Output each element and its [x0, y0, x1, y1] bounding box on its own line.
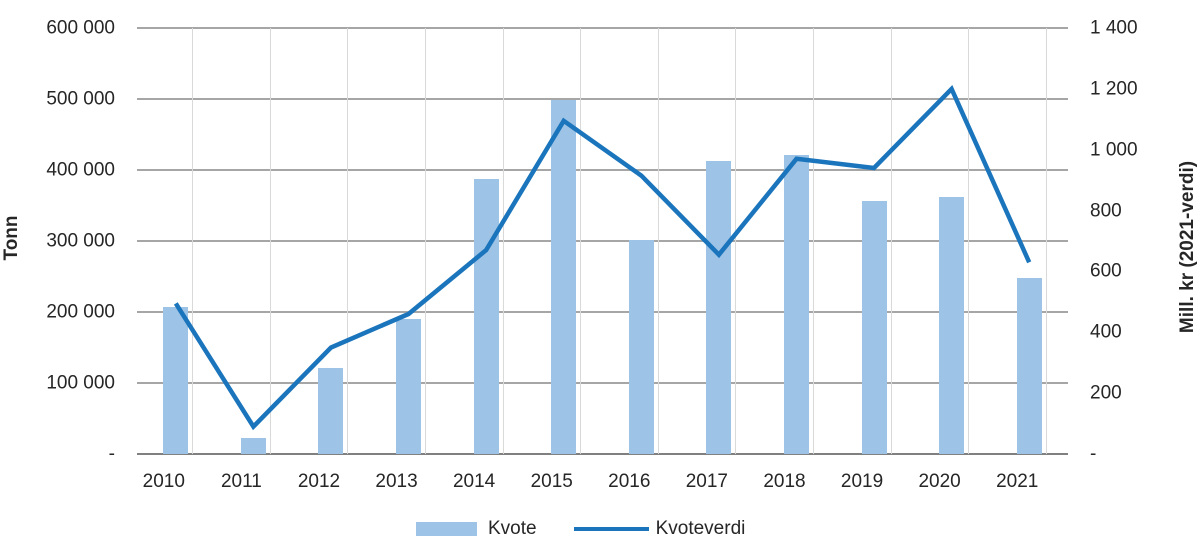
x-tick-label-2017: 2017 [685, 471, 729, 492]
x-tick-label-2013: 2013 [375, 471, 418, 492]
right-tick-label: 1 000 [1090, 139, 1138, 161]
right-tick-label: 200 [1090, 382, 1122, 404]
legend-label-kvote: Kvote [488, 518, 537, 539]
gridline-h [137, 311, 1068, 313]
bar-2010 [163, 307, 189, 454]
gridline-h [137, 98, 1068, 100]
kvoteverdi-line [173, 84, 1032, 431]
left-tick-label: 100 000 [46, 372, 115, 394]
line-series-kvoteverdi [173, 84, 1032, 431]
gridline-v [890, 28, 892, 454]
x-tick-label-2018: 2018 [763, 471, 806, 492]
x-tick-label-2014: 2014 [452, 471, 496, 492]
right-tick-label: - [1090, 443, 1097, 465]
right-tick-label: 800 [1090, 200, 1122, 222]
bar-2018 [783, 155, 809, 454]
bar-2019 [861, 201, 887, 454]
left-tick-label: - [108, 443, 115, 465]
legend-line-swatch [573, 526, 649, 532]
left-tick-label: 500 000 [46, 88, 115, 110]
legend-bar-swatch [416, 522, 477, 536]
left-tick-label: 600 000 [46, 17, 115, 39]
x-tick-label-2011: 2011 [220, 471, 262, 492]
x-tick-label-2015: 2015 [530, 471, 573, 492]
gridline-v [735, 28, 737, 454]
gridline-h [137, 240, 1068, 242]
bar-2021 [1016, 277, 1042, 454]
right-tick-label: 1 200 [1090, 78, 1138, 100]
right-tick-label: 400 [1090, 321, 1122, 343]
plot-area [137, 27, 1068, 455]
x-axis-labels: 2010 2011 2012 2013 2014 2015 2016 2017 2018 2019… [137, 472, 1068, 494]
gridline-v [657, 28, 659, 454]
x-tick-label-2012: 2012 [297, 471, 341, 492]
left-tick-label: 200 000 [46, 301, 115, 323]
left-axis-ticks: - 100 000 200 000 300 000 400 000 500 000 600 … [0, 0, 115, 558]
bar-2016 [628, 240, 654, 454]
gridline-v [425, 28, 427, 454]
gridline-h [137, 169, 1068, 171]
legend: Kvote Kvoteverdi [416, 514, 745, 544]
right-axis-ticks: - 200 400 600 800 1 000 1 200 1 400 [1090, 0, 1180, 558]
bar-2015 [551, 99, 577, 454]
left-tick-label: 400 000 [46, 159, 115, 181]
bar-2013 [396, 319, 422, 454]
right-tick-label: 1 400 [1090, 17, 1138, 39]
x-tick-label-2016: 2016 [608, 471, 651, 492]
right-tick-label: 600 [1090, 260, 1122, 282]
x-tick-label-2010: 2010 [142, 471, 185, 492]
x-tick-label-2021: 2021 [996, 471, 1039, 492]
gridline-h [137, 382, 1068, 384]
gridline-v [1045, 28, 1047, 454]
gridline-v [192, 28, 194, 454]
bar-2020 [939, 196, 965, 454]
bar-2011 [240, 438, 266, 454]
gridline-v [502, 28, 504, 454]
gridline-v [812, 28, 814, 454]
legend-label-kvoteverdi: Kvoteverdi [655, 518, 746, 539]
right-axis-title: Mill. kr (2021-verdi) [1177, 160, 1198, 334]
gridline-v [269, 28, 271, 454]
bar-2012 [318, 368, 344, 454]
x-axis-line [137, 453, 1068, 455]
gridline-v [968, 28, 970, 454]
x-tick-label-2019: 2019 [840, 471, 884, 492]
left-tick-label: 300 000 [46, 230, 115, 252]
gridline-v [347, 28, 349, 454]
gridline-v [580, 28, 582, 454]
bar-2017 [706, 161, 732, 454]
bar-2014 [473, 178, 499, 454]
x-tick-label-2020: 2020 [918, 471, 961, 492]
gridline-h [137, 27, 1068, 29]
